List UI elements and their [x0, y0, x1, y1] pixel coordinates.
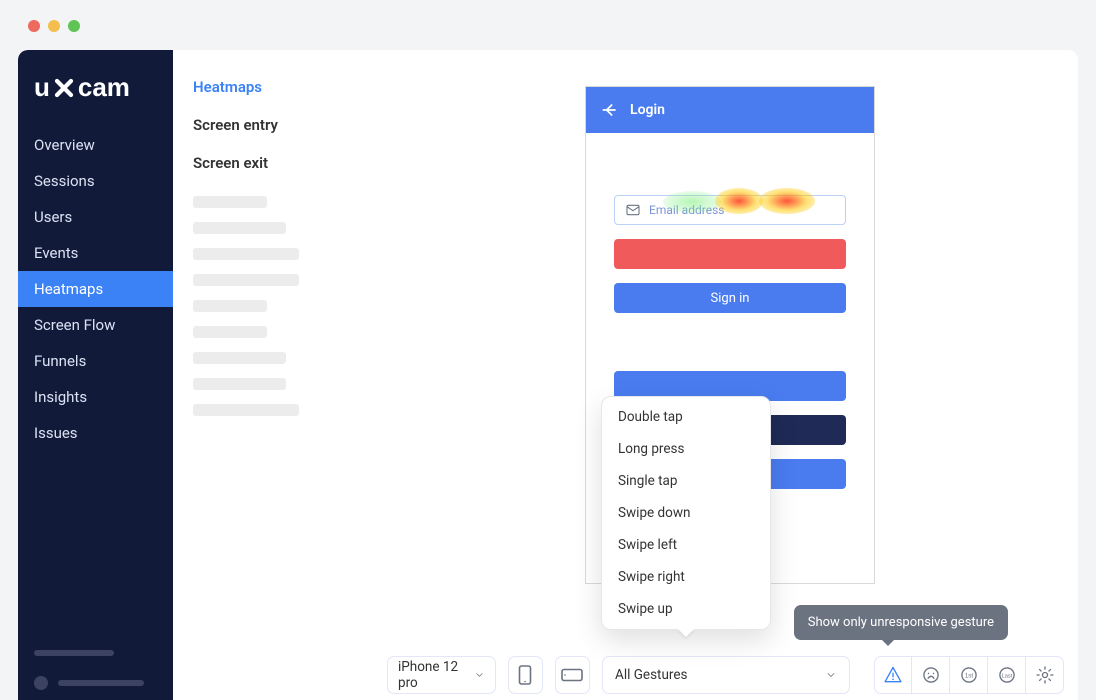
device-select-label: iPhone 12 pro [398, 659, 474, 691]
panel-item-screen-entry[interactable]: Screen entry [193, 106, 353, 144]
skeleton-line [193, 248, 299, 260]
device-select[interactable]: iPhone 12 pro [387, 656, 496, 694]
last-icon: Last [997, 665, 1017, 685]
skeleton-line [193, 326, 267, 338]
gestures-dropdown[interactable]: Double tapLong pressSingle tapSwipe down… [601, 396, 771, 630]
panel-item-heatmaps[interactable]: Heatmaps [193, 68, 353, 106]
svg-text:1st: 1st [964, 673, 973, 680]
dropdown-item-long-press[interactable]: Long press [602, 433, 770, 465]
dropdown-item-double-tap[interactable]: Double tap [602, 401, 770, 433]
unresponsive-gesture-button[interactable] [874, 656, 912, 694]
svg-text:Last: Last [1001, 674, 1012, 680]
panel-left: HeatmapsScreen entryScreen exit [173, 50, 373, 700]
content: HeatmapsScreen entryScreen exit Login Em… [173, 50, 1078, 700]
sidebar-item-issues[interactable]: Issues [18, 415, 173, 451]
bottom-toolbar: iPhone 12 pro All Gestures [381, 650, 1070, 700]
unresponsive-gesture-tooltip: Show only unresponsive gesture [794, 605, 1008, 640]
frown-icon [921, 665, 941, 685]
skeleton-line [193, 300, 267, 312]
brand-logo: u cam [34, 72, 130, 103]
signin-label: Sign in [711, 291, 750, 306]
dropdown-item-swipe-right[interactable]: Swipe right [602, 561, 770, 593]
first-gesture-button[interactable]: 1st [950, 656, 988, 694]
minimize-window-dot[interactable] [48, 20, 60, 32]
sidebar-nav: OverviewSessionsUsersEventsHeatmapsScree… [18, 127, 173, 451]
sidebar-item-users[interactable]: Users [18, 199, 173, 235]
mail-icon [625, 202, 641, 218]
rage-gesture-button[interactable] [912, 656, 950, 694]
orientation-landscape-button[interactable] [555, 656, 590, 694]
sidebar-user-placeholder [58, 680, 144, 686]
skeleton-line [193, 352, 286, 364]
phone-portrait-icon [517, 664, 533, 686]
dropdown-item-swipe-up[interactable]: Swipe up [602, 593, 770, 625]
sidebar-user-row[interactable] [34, 676, 157, 690]
chevron-down-icon [474, 669, 485, 681]
skeleton-line [193, 222, 286, 234]
sidebar-item-insights[interactable]: Insights [18, 379, 173, 415]
app-frame: u cam OverviewSessionsUsersEventsHeatmap… [18, 50, 1078, 700]
skeleton-line [193, 378, 286, 390]
tooltip-text: Show only unresponsive gesture [808, 615, 994, 630]
sidebar-item-funnels[interactable]: Funnels [18, 343, 173, 379]
heat-blob [759, 188, 815, 214]
first-icon: 1st [959, 665, 979, 685]
skeleton-line [193, 196, 267, 208]
zoom-window-dot[interactable] [68, 20, 80, 32]
heatmap-canvas: Login Email address Sign in [373, 50, 1078, 700]
back-arrow-icon [600, 100, 620, 120]
email-field[interactable]: Email address [614, 195, 846, 225]
app-window: u cam OverviewSessionsUsersEventsHeatmap… [0, 0, 1096, 700]
brand-x-icon [54, 78, 74, 98]
gesture-select-label: All Gestures [615, 667, 687, 683]
dropdown-item-single-tap[interactable]: Single tap [602, 465, 770, 497]
panel-skeleton-list [193, 196, 353, 416]
skeleton-line [193, 404, 299, 416]
brand: u cam [18, 50, 173, 127]
gesture-select[interactable]: All Gestures [602, 656, 850, 694]
sidebar-footer-bar [34, 650, 114, 656]
sidebar-item-events[interactable]: Events [18, 235, 173, 271]
skeleton-line [193, 274, 299, 286]
phone-header: Login [586, 87, 874, 133]
sidebar-item-screenflow[interactable]: Screen Flow [18, 307, 173, 343]
warning-icon [883, 665, 903, 685]
dropdown-item-swipe-down[interactable]: Swipe down [602, 497, 770, 529]
phone-header-title: Login [630, 102, 665, 118]
dropdown-item-swipe-left[interactable]: Swipe left [602, 529, 770, 561]
phone-landscape-icon [560, 667, 584, 683]
mac-traffic-lights [28, 20, 80, 32]
avatar [34, 676, 48, 690]
sidebar-item-heatmaps[interactable]: Heatmaps [18, 271, 173, 307]
chevron-down-icon [825, 669, 837, 681]
phone-signin-button[interactable]: Sign in [614, 283, 846, 313]
email-placeholder: Email address [649, 203, 724, 217]
sidebar-item-overview[interactable]: Overview [18, 127, 173, 163]
sidebar-item-sessions[interactable]: Sessions [18, 163, 173, 199]
toolbar-icon-grid: 1st Last [874, 656, 1064, 694]
sidebar: u cam OverviewSessionsUsersEventsHeatmap… [18, 50, 173, 700]
gear-icon [1035, 665, 1055, 685]
sidebar-footer [18, 650, 173, 700]
panel-item-screen-exit[interactable]: Screen exit [193, 144, 353, 182]
orientation-portrait-button[interactable] [508, 656, 543, 694]
phone-red-button[interactable] [614, 239, 846, 269]
settings-button[interactable] [1026, 656, 1064, 694]
close-window-dot[interactable] [28, 20, 40, 32]
last-gesture-button[interactable]: Last [988, 656, 1026, 694]
